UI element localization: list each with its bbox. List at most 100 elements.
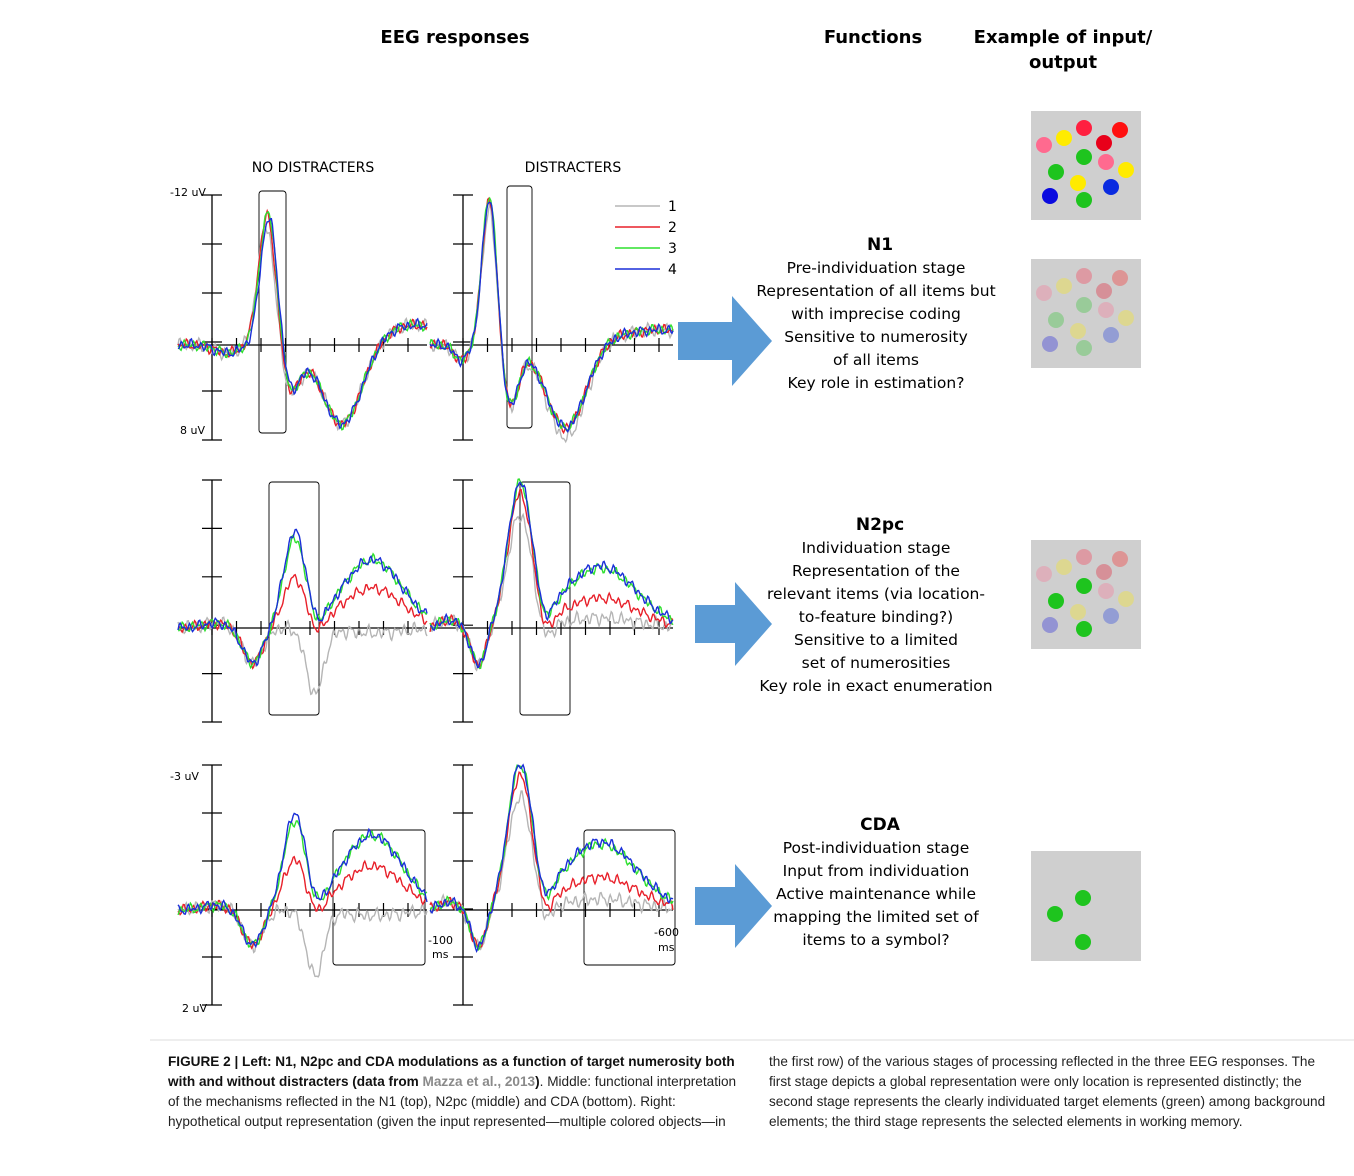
waveform: [177, 528, 428, 667]
waveform: [429, 481, 674, 669]
waveform: [429, 196, 674, 432]
item-dot: [1076, 549, 1092, 565]
axis-label: ms: [658, 941, 675, 954]
waveform: [177, 812, 428, 949]
item-dot: [1076, 192, 1092, 208]
function-line: Post-individuation stage: [783, 839, 970, 857]
item-dot: [1036, 137, 1052, 153]
item-dot: [1076, 340, 1092, 356]
item-dot: [1042, 617, 1058, 633]
function-line: Sensitive to numerosity: [784, 328, 968, 346]
function-line: Key role in exact enumeration: [759, 677, 992, 695]
window-box: [268, 481, 320, 716]
waveform: [429, 201, 674, 433]
function-line: set of numerosities: [802, 654, 951, 672]
function-title: N2pc: [856, 515, 904, 535]
item-dot: [1076, 149, 1092, 165]
caption-text: . Middle: functional interpretation of t…: [168, 1054, 1326, 1129]
item-dot: [1075, 934, 1091, 950]
arrow: [678, 296, 772, 386]
function-line: to-feature binding?): [799, 608, 953, 626]
waveform: [177, 820, 428, 948]
item-dot: [1056, 559, 1072, 575]
waveform: [177, 208, 428, 428]
function-line: items to a symbol?: [802, 931, 949, 949]
function-line: Sensitive to a limited: [794, 631, 958, 649]
waveform: [177, 855, 428, 950]
function-line: Representation of all items but: [756, 282, 995, 300]
axis-label: -600: [654, 926, 679, 939]
function-line: Key role in estimation?: [788, 374, 965, 392]
header: output: [1029, 52, 1097, 73]
item-dot: [1118, 162, 1134, 178]
axis-label: ms: [432, 948, 449, 961]
item-dot: [1070, 323, 1086, 339]
waveform: [429, 763, 674, 954]
window-box: [519, 481, 571, 716]
item-dot: [1076, 297, 1092, 313]
function-title: N1: [867, 235, 893, 255]
function-line: Individuation stage: [802, 539, 951, 557]
window-box: [332, 829, 426, 966]
window-box: [506, 185, 533, 429]
item-dot: [1103, 608, 1119, 624]
item-dot: [1118, 310, 1134, 326]
item-dot: [1112, 551, 1128, 567]
item-dot: [1048, 312, 1064, 328]
item-dot: [1098, 154, 1114, 170]
waveform: [429, 790, 674, 951]
item-dot: [1056, 130, 1072, 146]
item-dot: [1036, 285, 1052, 301]
window-box: [258, 190, 287, 434]
function-line: Pre-individuation stage: [787, 259, 966, 277]
legend-label: 1: [668, 199, 677, 215]
item-dot: [1118, 591, 1134, 607]
item-dot: [1112, 270, 1128, 286]
function-line: of all items: [833, 351, 919, 369]
item-dot: [1076, 578, 1092, 594]
waveform: [178, 573, 428, 670]
function-line: with imprecise coding: [791, 305, 961, 323]
caption-bold: ): [535, 1074, 540, 1089]
item-dot: [1076, 621, 1092, 637]
header: Example of input/: [974, 27, 1153, 48]
function-line: Active maintenance while: [776, 885, 976, 903]
item-dot: [1070, 175, 1086, 191]
item-dot: [1103, 179, 1119, 195]
legend-label: 4: [668, 262, 677, 278]
waveform: [429, 478, 674, 670]
waveform: [177, 225, 428, 432]
figure: EEG responses Functions Example of input…: [150, 27, 1354, 1041]
item-dot: [1036, 566, 1052, 582]
example-panels: [1031, 111, 1141, 961]
waveform: [177, 899, 428, 978]
axis-label: 8 uV: [180, 424, 205, 437]
axis-label: -12 uV: [170, 186, 206, 199]
item-dot: [1098, 583, 1114, 599]
item-dot: [1096, 135, 1112, 151]
condition-label: DISTRACTERS: [525, 160, 622, 176]
item-dot: [1048, 593, 1064, 609]
item-dot: [1070, 604, 1086, 620]
item-dot: [1103, 327, 1119, 343]
item-dot: [1042, 188, 1058, 204]
legend-label: 2: [668, 220, 677, 236]
item-dot: [1096, 564, 1112, 580]
item-dot: [1048, 164, 1064, 180]
arrow: [695, 864, 772, 948]
item-dot: [1076, 120, 1092, 136]
caption: FIGURE 2 | Left: N1, N2pc and CDA modula…: [168, 1052, 1340, 1132]
function-line: relevant items (via location-: [767, 585, 985, 603]
item-dot: [1056, 278, 1072, 294]
function-line: mapping the limited set of: [773, 908, 979, 926]
reference-link[interactable]: Mazza et al., 2013: [422, 1074, 536, 1089]
function-line: Representation of the: [792, 562, 960, 580]
item-dot: [1096, 283, 1112, 299]
waveform: [177, 616, 428, 696]
header: Functions: [824, 27, 922, 48]
waveform: [429, 197, 674, 435]
header: EEG responses: [380, 27, 529, 48]
item-dot: [1076, 268, 1092, 284]
legend-label: 3: [668, 241, 677, 257]
